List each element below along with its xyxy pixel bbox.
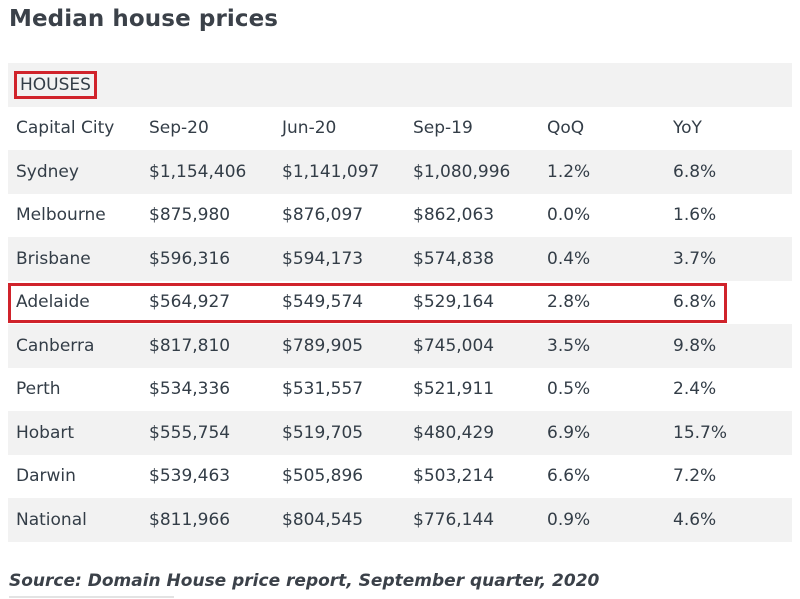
city-cell: Melbourne xyxy=(8,193,141,237)
value-cell: 3.5% xyxy=(539,324,665,368)
value-cell: $817,810 xyxy=(141,324,274,368)
city-cell: Hobart xyxy=(8,411,141,455)
table-body: Sydney $1,154,406 $1,141,097 $1,080,996 1.2%… xyxy=(8,150,793,542)
table-row: Hobart $555,754 $519,705 $480,429 6.9% 15.7% xyxy=(8,411,793,455)
city-cell: Brisbane xyxy=(8,237,141,281)
value-cell: $521,911 xyxy=(405,367,539,411)
column-header: QoQ xyxy=(539,106,665,150)
houses-caption: HOUSES xyxy=(14,70,97,99)
bottom-rule xyxy=(9,596,174,598)
value-cell: $503,214 xyxy=(405,454,539,498)
value-cell: $574,838 xyxy=(405,237,539,281)
value-cell: $519,705 xyxy=(274,411,405,455)
value-cell: 0.5% xyxy=(539,367,665,411)
value-cell: 6.9% xyxy=(539,411,665,455)
value-cell: 4.6% xyxy=(665,498,793,542)
table-caption-row: HOUSES xyxy=(8,63,793,107)
table-row: Melbourne $875,980 $876,097 $862,063 0.0% 1.6… xyxy=(8,193,793,237)
value-cell: $1,141,097 xyxy=(274,150,405,194)
value-cell: 2.4% xyxy=(665,367,793,411)
value-cell: 6.6% xyxy=(539,454,665,498)
price-table-container: HOUSES Capital City Sep-20 Jun-20 Sep-19 QoQ… xyxy=(8,63,793,542)
value-cell: $480,429 xyxy=(405,411,539,455)
value-cell: 15.7% xyxy=(665,411,793,455)
value-cell: 1.6% xyxy=(665,193,793,237)
value-cell: $862,063 xyxy=(405,193,539,237)
city-cell: National xyxy=(8,498,141,542)
table-row: Canberra $817,810 $789,905 $745,004 3.5% 9.8% xyxy=(8,324,793,368)
value-cell: $811,966 xyxy=(141,498,274,542)
value-cell: $564,927 xyxy=(141,280,274,324)
city-cell: Sydney xyxy=(8,150,141,194)
column-header: Sep-20 xyxy=(141,106,274,150)
value-cell: 6.8% xyxy=(665,150,793,194)
value-cell: $789,905 xyxy=(274,324,405,368)
value-cell: $1,080,996 xyxy=(405,150,539,194)
table-caption-cell: HOUSES xyxy=(8,63,793,107)
value-cell: 1.2% xyxy=(539,150,665,194)
table-row: Adelaide $564,927 $549,574 $529,164 2.8% 6.8% xyxy=(8,280,793,324)
value-cell: 0.0% xyxy=(539,193,665,237)
value-cell: $776,144 xyxy=(405,498,539,542)
value-cell: 6.8% xyxy=(665,280,793,324)
city-cell: Perth xyxy=(8,367,141,411)
table-header-row: Capital City Sep-20 Jun-20 Sep-19 QoQ YoY xyxy=(8,106,793,150)
value-cell: $534,336 xyxy=(141,367,274,411)
value-cell: 3.7% xyxy=(665,237,793,281)
value-cell: 0.9% xyxy=(539,498,665,542)
value-cell: $594,173 xyxy=(274,237,405,281)
table-row: Darwin $539,463 $505,896 $503,214 6.6% 7.2% xyxy=(8,454,793,498)
value-cell: 2.8% xyxy=(539,280,665,324)
value-cell: 7.2% xyxy=(665,454,793,498)
value-cell: 9.8% xyxy=(665,324,793,368)
page-title: Median house prices xyxy=(9,6,279,32)
table-row: Brisbane $596,316 $594,173 $574,838 0.4% 3.7% xyxy=(8,237,793,281)
price-table: HOUSES Capital City Sep-20 Jun-20 Sep-19 QoQ… xyxy=(8,63,793,542)
value-cell: $596,316 xyxy=(141,237,274,281)
value-cell: $876,097 xyxy=(274,193,405,237)
city-cell: Canberra xyxy=(8,324,141,368)
table-row: Perth $534,336 $531,557 $521,911 0.5% 2.4% xyxy=(8,367,793,411)
table-row: National $811,966 $804,545 $776,144 0.9% 4.6% xyxy=(8,498,793,542)
value-cell: $555,754 xyxy=(141,411,274,455)
value-cell: $875,980 xyxy=(141,193,274,237)
source-note: Source: Domain House price report, Septe… xyxy=(9,571,600,591)
city-cell: Darwin xyxy=(8,454,141,498)
table-row: Sydney $1,154,406 $1,141,097 $1,080,996 1.2%… xyxy=(8,150,793,194)
value-cell: $549,574 xyxy=(274,280,405,324)
value-cell: $529,164 xyxy=(405,280,539,324)
column-header: Sep-19 xyxy=(405,106,539,150)
city-cell: Adelaide xyxy=(8,280,141,324)
value-cell: $745,004 xyxy=(405,324,539,368)
value-cell: $1,154,406 xyxy=(141,150,274,194)
column-header: YoY xyxy=(665,106,793,150)
value-cell: $804,545 xyxy=(274,498,405,542)
column-header: Capital City xyxy=(8,106,141,150)
value-cell: $505,896 xyxy=(274,454,405,498)
column-header: Jun-20 xyxy=(274,106,405,150)
value-cell: $539,463 xyxy=(141,454,274,498)
value-cell: $531,557 xyxy=(274,367,405,411)
value-cell: 0.4% xyxy=(539,237,665,281)
